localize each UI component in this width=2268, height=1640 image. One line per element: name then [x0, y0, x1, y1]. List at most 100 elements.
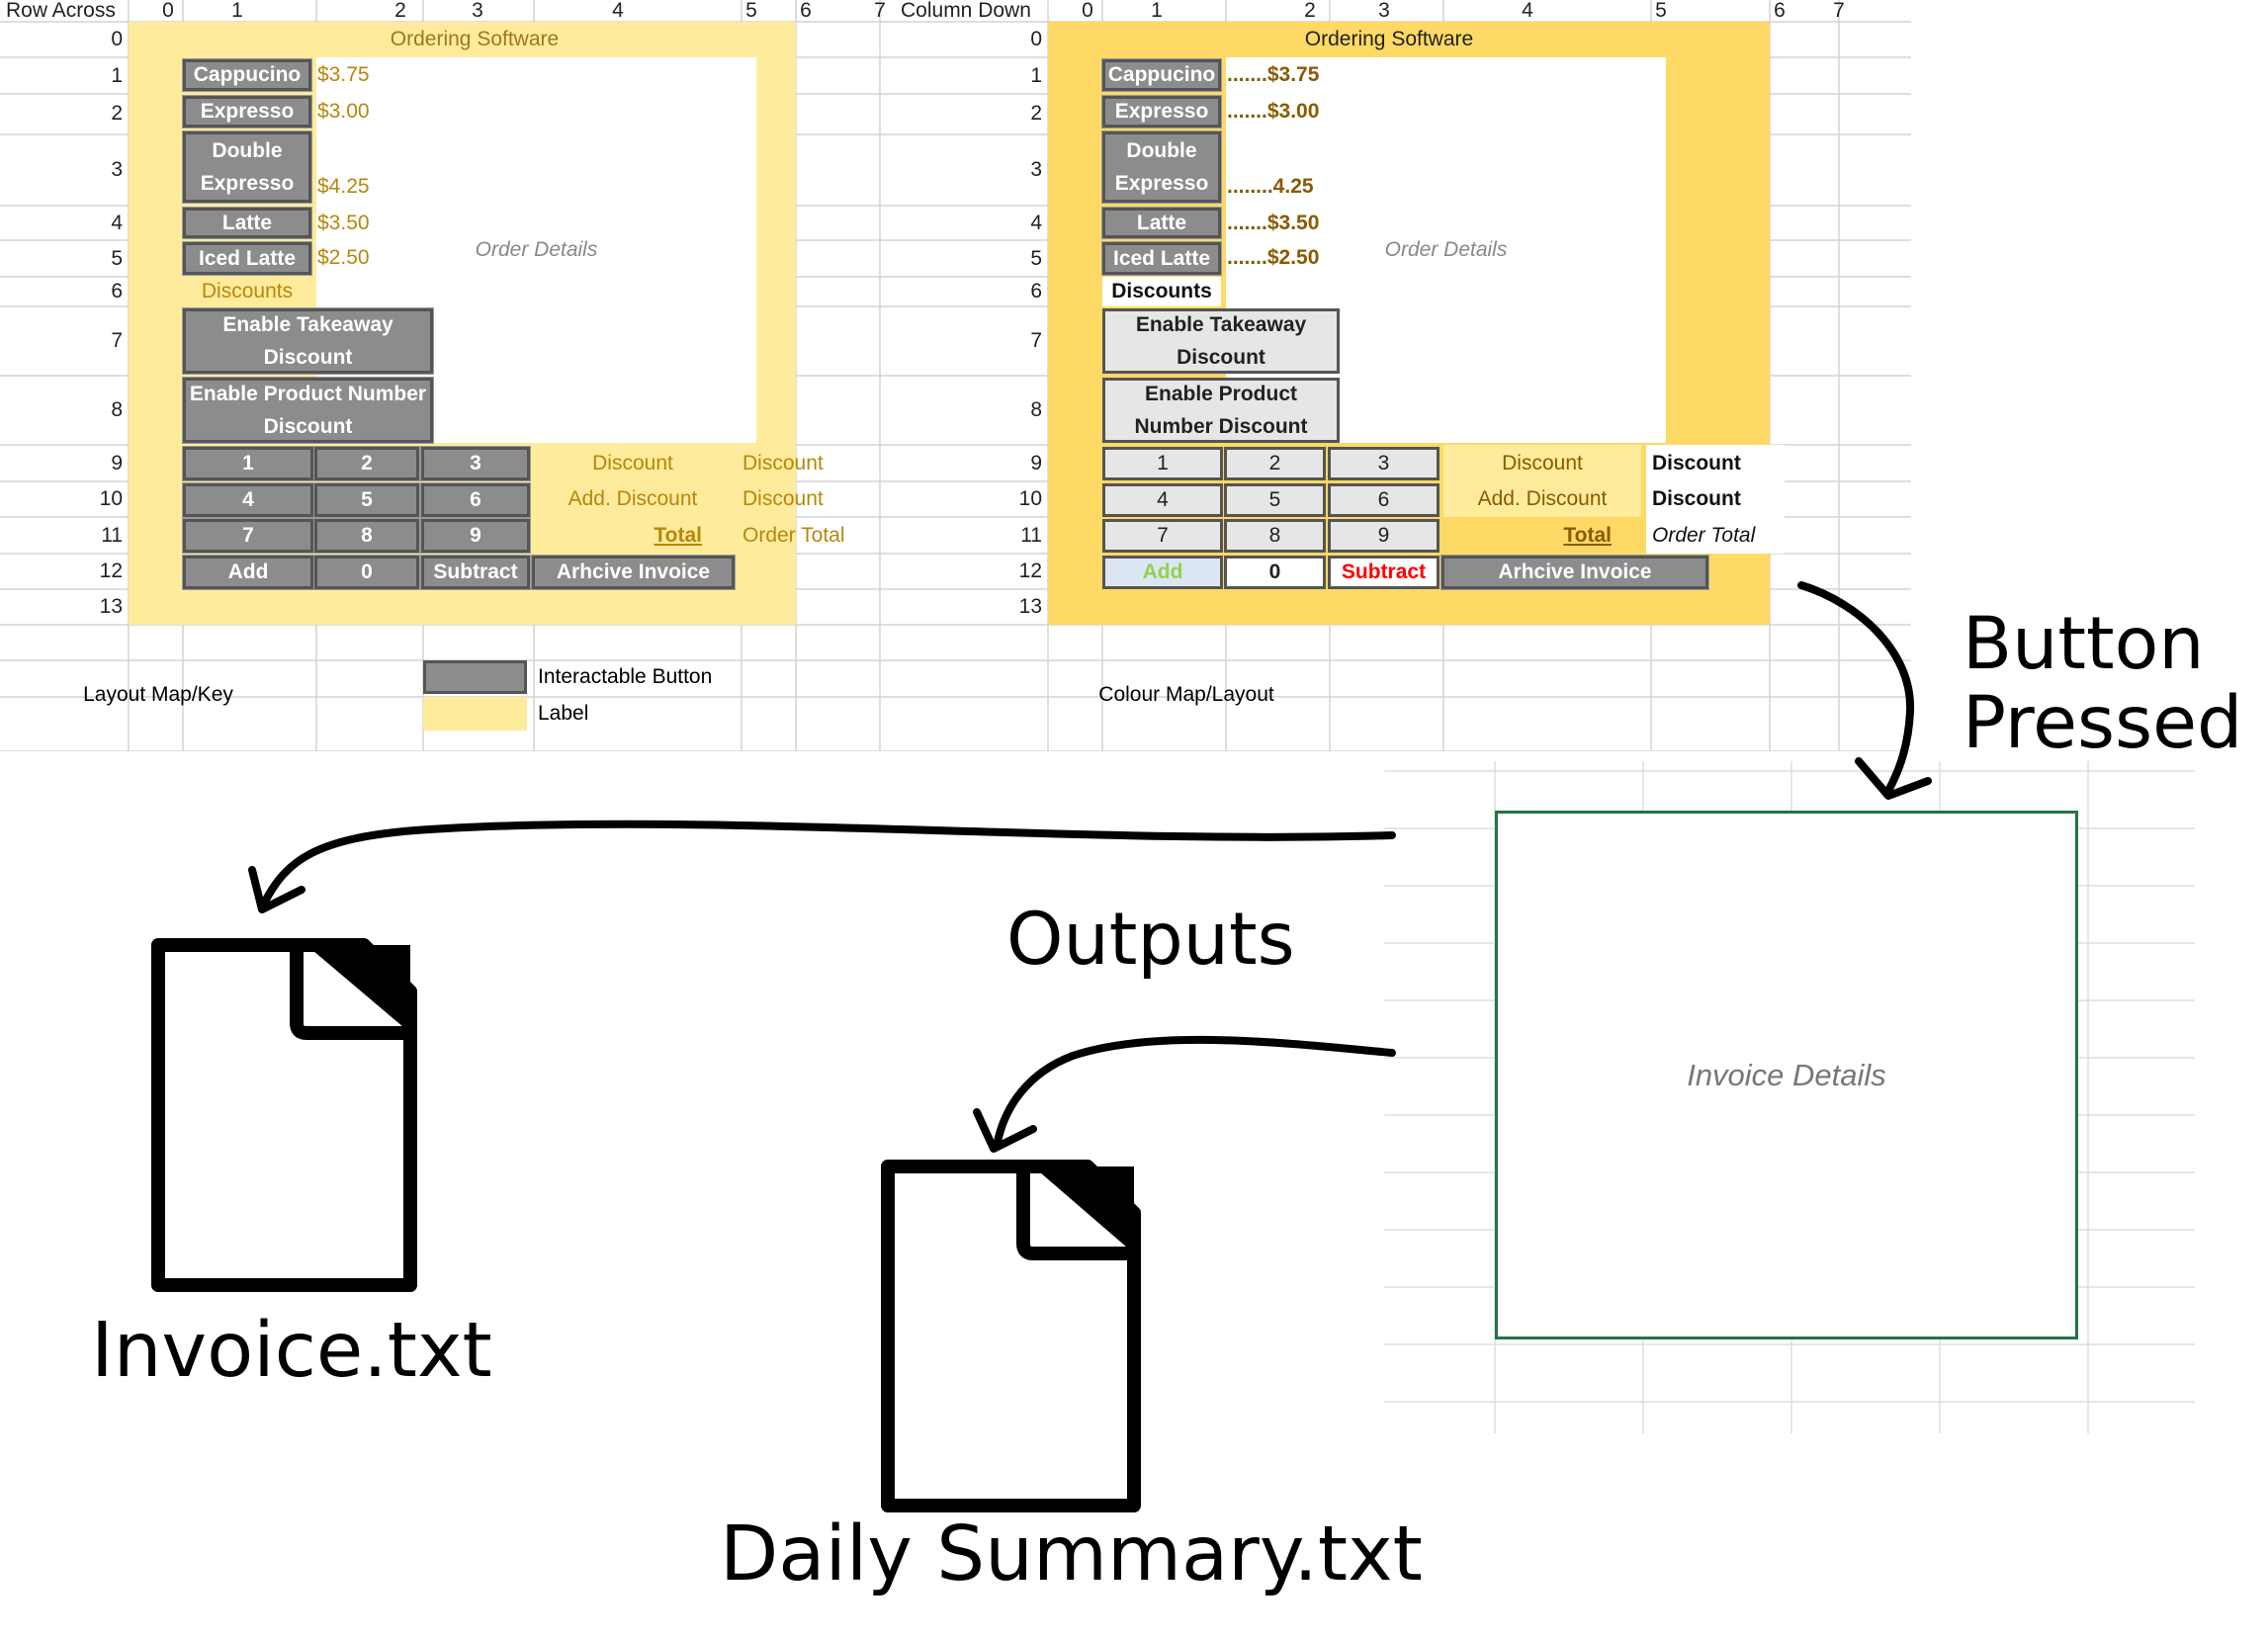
menu-item-button[interactable]: Double Expresso — [1101, 130, 1222, 204]
column-header: 6 — [1774, 0, 1786, 22]
key-label-text: Label — [538, 702, 589, 725]
row-header: 3 — [1030, 158, 1042, 181]
menu-item-button[interactable]: Double Expresso — [182, 130, 312, 204]
column-header: 4 — [1522, 0, 1533, 22]
total-label: Total — [1563, 523, 1612, 547]
subtract-button[interactable]: Subtract — [420, 555, 531, 590]
add-discount-label: Add. Discount — [567, 487, 698, 510]
product-number-discount-button[interactable]: Enable Product Number Discount — [182, 377, 434, 444]
row-header: 9 — [1030, 451, 1042, 475]
keypad-button-5[interactable]: 5 — [313, 482, 420, 518]
button-pressed-label: Button Pressed — [1963, 602, 2243, 765]
menu-item-button[interactable]: Iced Latte — [1101, 241, 1222, 276]
row-header: 8 — [1030, 398, 1042, 421]
keypad-button-7[interactable]: 7 — [182, 518, 314, 554]
column-header: 7 — [874, 0, 886, 22]
column-header: 7 — [1833, 0, 1845, 22]
column-header: 4 — [612, 0, 624, 22]
menu-item-price: ........4.25 — [1227, 175, 1314, 198]
takeaway-discount-button[interactable]: Enable Takeaway Discount — [182, 307, 434, 375]
row-header: 10 — [99, 487, 123, 510]
row-header: 11 — [1020, 523, 1042, 547]
keypad-button-9[interactable]: 9 — [1328, 519, 1439, 553]
row-header: 12 — [99, 560, 123, 582]
menu-item-button[interactable]: Latte — [182, 207, 312, 239]
row-header: 13 — [1018, 595, 1042, 618]
keypad-button-8[interactable]: 8 — [313, 518, 420, 554]
layout-map-key-title: Layout Map/Key — [83, 683, 233, 706]
row-header: 7 — [1030, 329, 1042, 352]
row-header: 13 — [99, 595, 123, 618]
corner-label: Row Across — [6, 0, 116, 22]
column-header: 0 — [162, 0, 174, 22]
row-header: 5 — [111, 246, 123, 270]
button-pressed-arrowhead — [1855, 757, 1932, 800]
keypad-button-6[interactable]: 6 — [420, 482, 531, 518]
row-header: 1 — [1030, 63, 1042, 87]
archive-invoice-button[interactable]: Arhcive Invoice — [1440, 555, 1709, 590]
discount-label: Discount — [1443, 445, 1641, 481]
keypad-button-3[interactable]: 3 — [420, 446, 531, 481]
add-button[interactable]: Add — [182, 555, 314, 590]
menu-item-price: .......$3.75 — [1227, 63, 1320, 86]
row-header: 3 — [111, 158, 123, 181]
column-header: 1 — [1151, 0, 1163, 22]
takeaway-discount-button[interactable]: Enable Takeaway Discount — [1102, 308, 1340, 374]
archive-invoice-button[interactable]: Arhcive Invoice — [531, 555, 736, 590]
column-header: 2 — [394, 0, 406, 22]
zero-button[interactable]: 0 — [1224, 556, 1326, 589]
row-header: 10 — [1018, 487, 1042, 510]
keypad-button-7[interactable]: 7 — [1102, 519, 1223, 553]
keypad-button-5[interactable]: 5 — [1224, 483, 1326, 517]
keypad-button-2[interactable]: 2 — [1224, 447, 1326, 480]
keypad-button-6[interactable]: 6 — [1328, 483, 1439, 517]
product-number-discount-button[interactable]: Enable Product Number Discount — [1102, 378, 1340, 443]
discount-value: Discount — [1646, 445, 1785, 481]
menu-item-price: .......$2.50 — [1227, 246, 1320, 269]
total-label: Total — [654, 523, 702, 547]
row-header: 2 — [1030, 102, 1042, 125]
key-button-swatch — [423, 660, 527, 694]
menu-item-button[interactable]: Cappucino — [1101, 58, 1222, 92]
invoice-file-name: Invoice.txt — [91, 1307, 492, 1395]
zero-button[interactable]: 0 — [313, 555, 420, 590]
discounts-label: Discounts — [1102, 277, 1221, 306]
button-pressed-arrow — [1797, 581, 1915, 795]
row-header: 12 — [1018, 560, 1042, 582]
colour-map-title: Colour Map/Layout — [1098, 683, 1274, 706]
column-header: 1 — [231, 0, 243, 22]
keypad-button-3[interactable]: 3 — [1328, 447, 1439, 480]
row-header: 4 — [1030, 211, 1042, 234]
menu-item-button[interactable]: Expresso — [1101, 95, 1222, 129]
keypad-button-4[interactable]: 4 — [1102, 483, 1223, 517]
row-header: 2 — [111, 102, 123, 125]
column-header: 2 — [1304, 0, 1316, 22]
add-discount-label: Add. Discount — [1443, 481, 1641, 517]
invoice-file-icon — [151, 938, 417, 1292]
keypad-button-4[interactable]: 4 — [182, 482, 314, 518]
row-header: 4 — [111, 211, 123, 234]
outputs-label: Outputs — [1006, 898, 1295, 982]
keypad-button-8[interactable]: 8 — [1224, 519, 1326, 553]
keypad-button-2[interactable]: 2 — [313, 446, 420, 481]
invoice-output-arrow — [261, 820, 1396, 906]
menu-item-button[interactable]: Expresso — [182, 95, 312, 129]
menu-item-price: .......$3.00 — [1227, 100, 1320, 123]
add-button[interactable]: Add — [1102, 556, 1223, 589]
menu-item-button[interactable]: Cappucino — [182, 58, 312, 92]
daily-summary-file-name: Daily Summary.txt — [720, 1511, 1423, 1598]
row-header: 5 — [1030, 246, 1042, 270]
sheet-title: Ordering Software — [390, 28, 560, 50]
keypad-button-9[interactable]: 9 — [420, 518, 531, 554]
row-header: 8 — [111, 398, 123, 421]
keypad-button-1[interactable]: 1 — [182, 446, 314, 481]
menu-item-button[interactable]: Iced Latte — [182, 241, 312, 276]
row-header: 0 — [1030, 28, 1042, 50]
menu-item-button[interactable]: Latte — [1101, 207, 1222, 239]
subtract-button[interactable]: Subtract — [1328, 556, 1439, 589]
row-header: 11 — [101, 523, 123, 547]
key-button-label: Interactable Button — [538, 665, 713, 688]
keypad-button-1[interactable]: 1 — [1102, 447, 1223, 480]
column-header: 0 — [1082, 0, 1093, 22]
column-header: 5 — [745, 0, 757, 22]
